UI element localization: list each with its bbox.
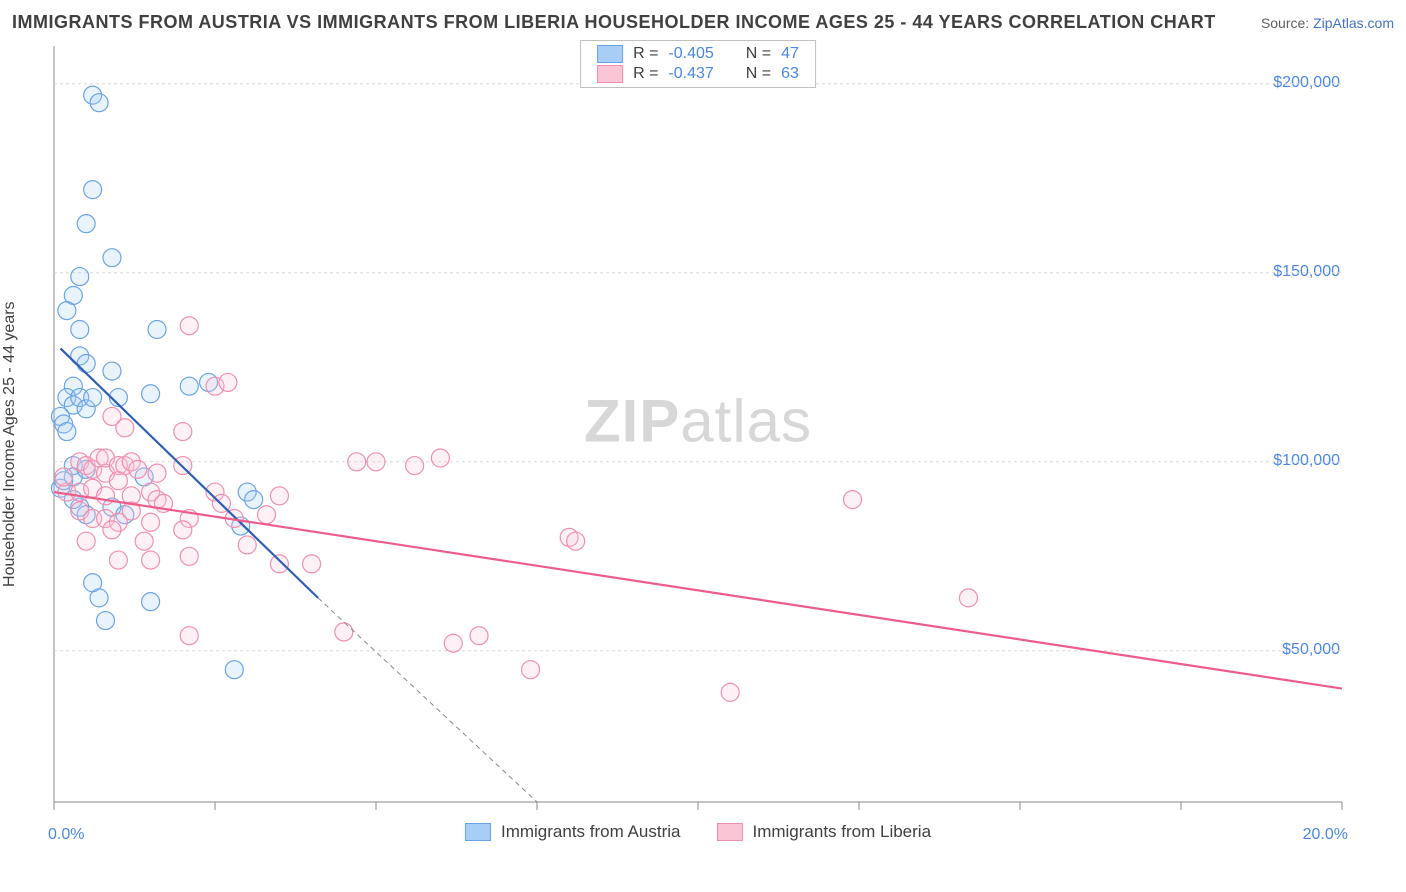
legend-n-value-austria: 47: [781, 45, 799, 63]
y-axis-label: Householder Income Ages 25 - 44 years: [1, 301, 19, 587]
legend-swatch-austria: [597, 45, 623, 63]
correlation-legend: R = -0.405 N = 47 R = -0.437 N = 63: [580, 40, 816, 88]
legend-item-liberia: Immigrants from Liberia: [716, 822, 931, 842]
legend-n-value-liberia: 63: [781, 65, 799, 83]
legend-r-value-austria: -0.405: [668, 45, 713, 63]
legend-item-austria: Immigrants from Austria: [465, 822, 681, 842]
series-legend: Immigrants from Austria Immigrants from …: [465, 822, 931, 842]
legend-swatch-austria-bottom: [465, 823, 491, 841]
legend-label-austria: Immigrants from Austria: [501, 822, 681, 842]
legend-r-label: R =: [633, 65, 658, 83]
source-link[interactable]: ZipAtlas.com: [1313, 15, 1394, 31]
source-label: Source:: [1261, 15, 1309, 31]
legend-row-austria: R = -0.405 N = 47: [597, 45, 799, 63]
plot-area: ZIPatlas R = -0.405 N = 47 R = -0.437 N …: [48, 40, 1348, 830]
legend-r-value-liberia: -0.437: [668, 65, 713, 83]
legend-swatch-liberia-bottom: [716, 823, 742, 841]
source-attribution: Source: ZipAtlas.com: [1261, 15, 1394, 31]
legend-swatch-liberia: [597, 65, 623, 83]
legend-r-label: R =: [633, 45, 658, 63]
legend-label-liberia: Immigrants from Liberia: [752, 822, 931, 842]
chart-title: IMMIGRANTS FROM AUSTRIA VS IMMIGRANTS FR…: [12, 12, 1216, 33]
legend-n-label: N =: [746, 45, 771, 63]
legend-n-label: N =: [746, 65, 771, 83]
legend-row-liberia: R = -0.437 N = 63: [597, 65, 799, 83]
chart-svg: [48, 40, 1348, 830]
